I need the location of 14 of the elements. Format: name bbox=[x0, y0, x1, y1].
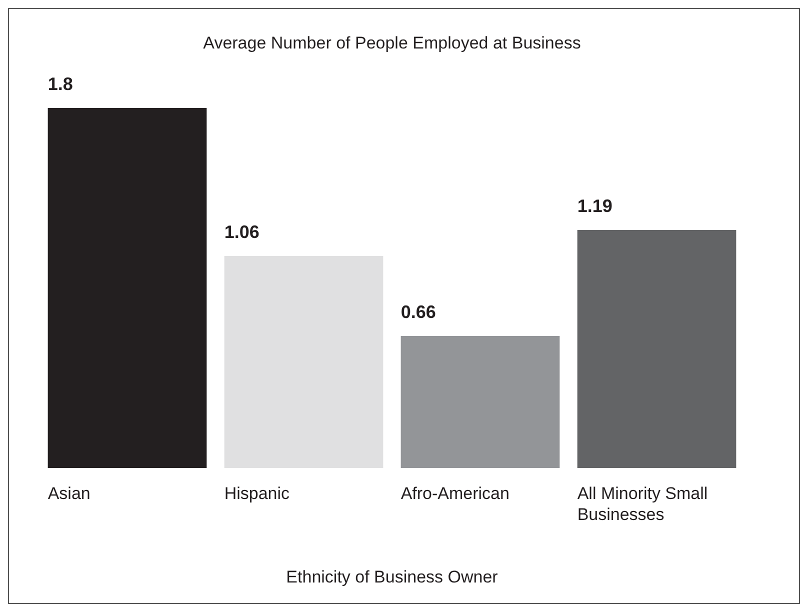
x-tick-label: All Minority Small Businesses bbox=[577, 484, 708, 524]
data-label: 1.8 bbox=[48, 74, 73, 94]
x-tick-label: Asian bbox=[48, 484, 90, 504]
x-tick-label: Afro-American bbox=[400, 484, 510, 504]
bar bbox=[400, 336, 560, 468]
data-label: 1.19 bbox=[577, 196, 612, 216]
bar bbox=[224, 256, 384, 468]
x-tick-label: Hispanic bbox=[224, 484, 290, 504]
bar bbox=[577, 230, 736, 468]
data-label: 0.66 bbox=[400, 302, 436, 322]
bar bbox=[48, 108, 207, 468]
data-label: 1.06 bbox=[224, 222, 260, 242]
chart-title: Average Number of People Employed at Business bbox=[203, 34, 581, 53]
x-axis-title: Ethnicity of Business Owner bbox=[286, 568, 498, 587]
